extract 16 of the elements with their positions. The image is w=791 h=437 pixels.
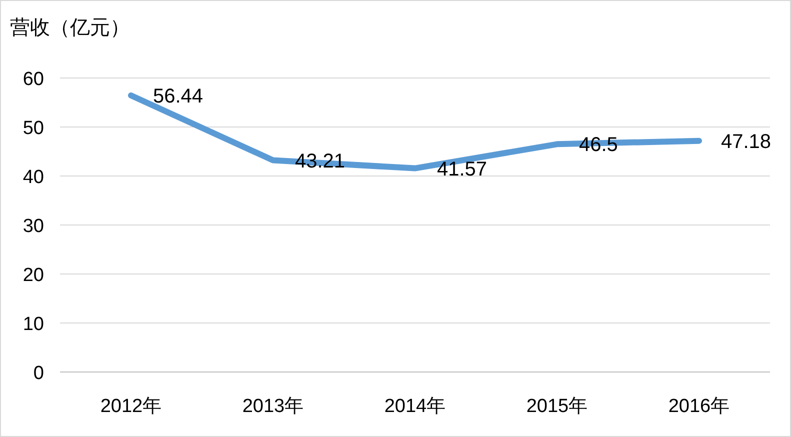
data-label: 41.57 — [437, 158, 488, 180]
data-label: 47.18 — [721, 130, 772, 153]
y-tick-label: 0 — [33, 363, 44, 384]
y-tick-label: 10 — [22, 314, 44, 335]
y-tick-label: 50 — [22, 118, 44, 139]
y-tick-label: 60 — [22, 69, 44, 90]
x-tick-label: 2015年 — [526, 396, 588, 417]
y-tick-label: 20 — [22, 265, 44, 286]
y-tick-label: 40 — [22, 167, 44, 188]
x-tick-label: 2016年 — [668, 396, 730, 417]
chart-title: 营收（亿元） — [10, 17, 130, 39]
x-tick-label: 2013年 — [242, 396, 304, 417]
x-tick-label: 2012年 — [100, 396, 162, 417]
data-label: 56.44 — [153, 85, 204, 108]
x-tick-label: 2014年 — [384, 396, 446, 417]
y-tick-label: 30 — [22, 216, 44, 237]
